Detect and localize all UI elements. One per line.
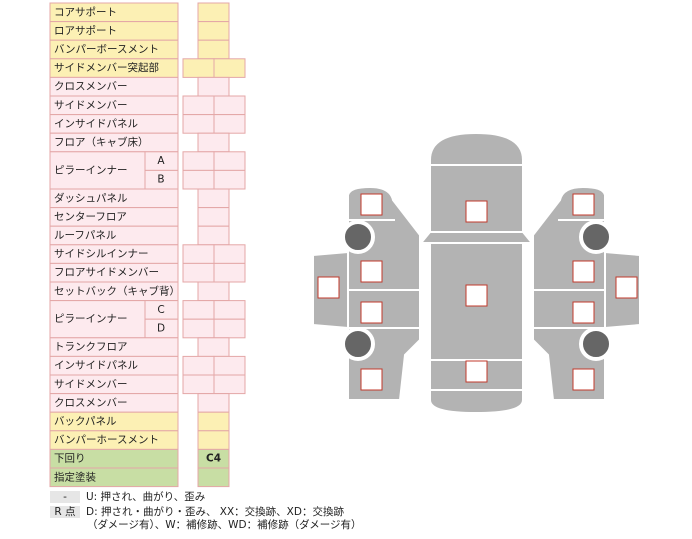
legend-text: （ダメージ有）、W：補修跡、WD：補修跡（ダメージ有） (87, 518, 362, 531)
row-label: フロアサイドメンバー (54, 267, 159, 279)
row-label: セットバック（キャブ背） (54, 284, 180, 297)
cell (213, 318, 246, 339)
row-label: クロスメンバー (54, 81, 128, 93)
row-label: 指定塗装 (54, 470, 96, 483)
cell (213, 300, 246, 320)
cell (197, 188, 230, 209)
cell (213, 169, 246, 190)
sub-label: A (157, 155, 165, 167)
legend-key: - (63, 491, 67, 503)
row-label: クロスメンバー (54, 397, 128, 409)
cell (182, 355, 215, 376)
cell (197, 39, 230, 60)
legend-text: U: 押され、曲がり、歪み (86, 490, 205, 503)
row-label: ダッシュパネル (54, 191, 128, 204)
cell (182, 300, 215, 320)
legend-key-box (50, 491, 80, 503)
cell (182, 58, 215, 78)
legend-text: D: 押され・曲がり・歪み、 XX：交換跡、XD：交換跡 (86, 505, 344, 518)
row-label: サイドメンバー (54, 378, 128, 390)
row-label: センターフロア (54, 211, 127, 223)
row-label: ルーフパネル (54, 230, 116, 242)
cell (197, 76, 230, 97)
cell (182, 262, 215, 283)
sub-label: B (157, 174, 164, 186)
cell (182, 151, 215, 171)
cell (182, 114, 215, 134)
row-label: サイドメンバー突起部 (54, 61, 159, 74)
row-label: バックパネル (54, 416, 116, 428)
row-label: フロア（キャブ床） (54, 136, 149, 149)
cell (197, 207, 230, 227)
cell (213, 374, 246, 395)
cell (213, 244, 246, 264)
cell (182, 374, 215, 395)
row-label: バンパーボースメント (54, 44, 159, 56)
wheels (341, 220, 613, 361)
cell (182, 318, 215, 339)
cell (197, 337, 230, 357)
cell (213, 355, 246, 376)
cell (197, 411, 230, 432)
cell (182, 244, 215, 264)
row-label-cell (49, 467, 179, 488)
cell (213, 95, 246, 116)
cell (197, 281, 230, 302)
cell (197, 2, 230, 23)
cell (213, 151, 246, 171)
row-label-cell (49, 151, 146, 190)
cell (197, 21, 230, 41)
cell (213, 58, 246, 78)
row-label: インサイドパネル (54, 118, 138, 130)
cell (197, 393, 230, 413)
cell (182, 95, 215, 116)
cell (182, 169, 215, 190)
sub-label: D (157, 323, 165, 335)
row-label: コアサポート (54, 6, 117, 18)
row-label: 下回り (54, 453, 86, 465)
cell (197, 225, 230, 246)
row-label: ピラーインナー (54, 313, 128, 325)
cell (213, 114, 246, 134)
inspection-points (317, 193, 638, 391)
row-label: インサイドパネル (54, 360, 138, 372)
row-label: トランクフロア (54, 341, 128, 353)
cell (197, 430, 230, 450)
legend-key-box (50, 506, 80, 518)
sub-label: C (157, 304, 164, 316)
row-label: サイドシルインナー (54, 248, 149, 260)
row-label: バンパーホースメント (54, 434, 159, 446)
row-label: サイドメンバー (54, 99, 128, 111)
cell (197, 132, 230, 153)
row-label: ピラーインナー (54, 164, 128, 176)
legend-key: R 点 (54, 506, 75, 518)
cell (197, 467, 230, 488)
cell (213, 262, 246, 283)
row-label: ロアサポート (54, 25, 117, 37)
cell-mark: C4 (206, 453, 221, 465)
